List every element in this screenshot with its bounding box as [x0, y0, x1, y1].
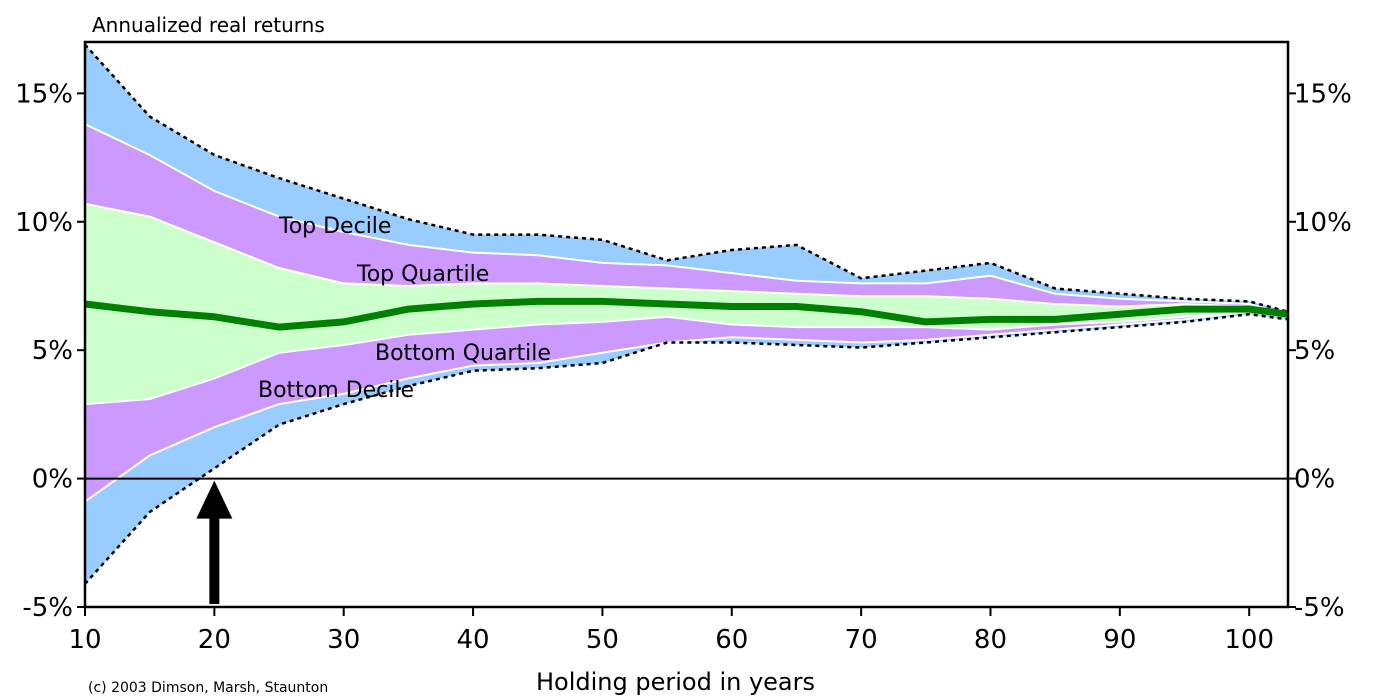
y-tick-label-right: 15% — [1294, 79, 1352, 109]
x-tick-label: 70 — [845, 625, 878, 655]
label-bottom-quartile: Bottom Quartile — [375, 341, 551, 366]
y-tick-label-left: 15% — [15, 79, 73, 109]
label-top-decile: Top Decile — [278, 214, 391, 239]
plot-area: Top Decile Top Quartile Bottom Quartile … — [84, 43, 1289, 604]
arrow-head — [196, 480, 233, 519]
p25-boundary-line — [84, 310, 1289, 406]
min-dotted-line — [84, 312, 1289, 585]
chart-title: Annualized real returns — [92, 13, 325, 37]
y-axis-right: -5% 0% 5% 10% 15% — [1288, 79, 1352, 623]
x-axis: 10 20 30 40 50 60 70 80 90 100 — [68, 607, 1274, 655]
x-tick-label: 20 — [198, 625, 231, 655]
y-tick-label-left: 10% — [15, 208, 73, 238]
x-tick-label: 40 — [457, 625, 490, 655]
y-tick-label-right: 0% — [1294, 465, 1335, 495]
x-axis-label: Holding period in years — [536, 668, 815, 696]
copyright-note: (c) 2003 Dimson, Marsh, Staunton — [88, 680, 328, 696]
y-tick-label-right: -5% — [1294, 593, 1345, 623]
max-dotted-line — [84, 43, 1289, 313]
y-tick-label-left: -5% — [22, 593, 73, 623]
y-tick-label-right: 10% — [1294, 208, 1352, 238]
arrow-shaft — [209, 514, 220, 604]
p10-boundary-line — [84, 310, 1289, 503]
x-tick-label: 10 — [68, 625, 101, 655]
arrow-indicator — [196, 480, 233, 604]
y-axis-left: -5% 0% 5% 10% 15% — [15, 79, 85, 623]
x-tick-label: 60 — [715, 625, 748, 655]
p75-boundary-line — [84, 202, 1289, 318]
label-top-quartile: Top Quartile — [356, 262, 489, 287]
x-tick-label: 30 — [327, 625, 360, 655]
p90-boundary-line — [84, 123, 1289, 316]
x-tick-label: 50 — [586, 625, 619, 655]
label-bottom-decile: Bottom Decile — [258, 378, 414, 403]
y-tick-label-left: 0% — [32, 465, 73, 495]
x-tick-label: 80 — [974, 625, 1007, 655]
plot-frame — [83, 40, 1290, 609]
median-line — [84, 297, 1289, 331]
y-tick-label-right: 5% — [1294, 336, 1335, 366]
y-tick-label-left: 5% — [32, 336, 73, 366]
x-tick-label: 90 — [1103, 625, 1136, 655]
x-tick-label: 100 — [1224, 625, 1274, 655]
